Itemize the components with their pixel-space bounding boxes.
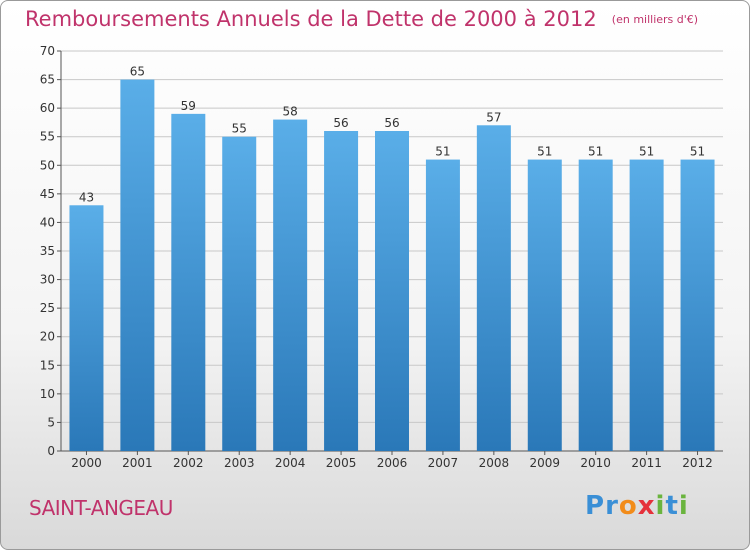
y-tick-label: 15 — [40, 358, 55, 372]
logo-letter: i — [678, 491, 689, 521]
x-tick-label-2010: 2010 — [580, 456, 611, 470]
y-tick-label: 60 — [40, 101, 55, 115]
data-label-2007: 51 — [435, 145, 450, 159]
x-tick-label-2005: 2005 — [326, 456, 357, 470]
bar-2000 — [69, 205, 104, 451]
y-tick-label: 35 — [40, 244, 55, 258]
bar-2003 — [222, 136, 257, 451]
x-tick-label-2000: 2000 — [71, 456, 102, 470]
data-label-2012: 51 — [690, 145, 705, 159]
logo-letter: r — [605, 491, 619, 521]
data-label-2005: 56 — [333, 116, 348, 130]
bar-2010 — [578, 159, 613, 452]
bar-2001 — [120, 79, 155, 452]
data-label-2000: 43 — [79, 190, 94, 204]
logo-letter: P — [585, 491, 606, 521]
data-label-2008: 57 — [486, 110, 501, 124]
y-tick-label: 0 — [47, 444, 55, 458]
chart-title: Remboursements Annuels de la Dette de 20… — [25, 7, 698, 31]
y-tick-label: 20 — [40, 330, 55, 344]
x-tick-label-2007: 2007 — [428, 456, 459, 470]
chart-unit-note: (en milliers d'€) — [611, 13, 699, 26]
bar-2002 — [171, 113, 206, 451]
y-tick-label: 55 — [40, 130, 55, 144]
tick-labels: 0 5 10 15 20 25 30 35 40 45 50 55 60 65 70 2000 2001 2002… — [40, 44, 713, 470]
data-label-2003: 55 — [232, 122, 247, 136]
bar-2012 — [680, 159, 715, 452]
data-label-2006: 56 — [384, 116, 399, 130]
data-label-2001: 65 — [130, 65, 145, 79]
bars — [69, 79, 715, 452]
logo-letter: x — [637, 491, 656, 521]
x-tick-label-2002: 2002 — [173, 456, 204, 470]
y-tick-label: 30 — [40, 273, 55, 287]
data-label-2009: 51 — [537, 145, 552, 159]
y-tick-label: 25 — [40, 301, 55, 315]
x-tick-label-2004: 2004 — [275, 456, 306, 470]
x-tick-label-2001: 2001 — [122, 456, 153, 470]
x-tick-label-2003: 2003 — [224, 456, 255, 470]
x-tick-label-2009: 2009 — [529, 456, 560, 470]
logo-letter: t — [665, 491, 679, 521]
data-label-2010: 51 — [588, 145, 603, 159]
bar-2009 — [527, 159, 562, 452]
bar-2007 — [425, 159, 460, 452]
bar-2004 — [273, 119, 308, 452]
y-tick-label: 10 — [40, 387, 55, 401]
data-labels: 43 65 59 55 58 56 56 51 57 51 51 51 51 — [79, 65, 705, 205]
data-label-2004: 58 — [283, 105, 298, 119]
logo-letter: o — [618, 491, 638, 521]
bar-2008 — [476, 125, 511, 452]
x-tick-label-2006: 2006 — [377, 456, 408, 470]
logo-letter: i — [655, 491, 666, 521]
y-tick-label: 65 — [40, 73, 55, 87]
chart-title-text: Remboursements Annuels de la Dette de 20… — [25, 7, 597, 31]
data-label-2002: 59 — [181, 99, 196, 113]
y-tick-label: 5 — [47, 415, 55, 429]
y-tick-label: 70 — [40, 44, 55, 58]
x-tick-label-2008: 2008 — [479, 456, 510, 470]
x-tick-label-2011: 2011 — [631, 456, 662, 470]
place-name: SAINT-ANGEAU — [29, 496, 173, 520]
data-label-2011: 51 — [639, 145, 654, 159]
bar-2011 — [629, 159, 664, 452]
y-tick-label: 45 — [40, 187, 55, 201]
bar-2006 — [375, 131, 409, 451]
y-tick-label: 50 — [40, 158, 55, 172]
proxiti-logo: Proxiti — [585, 491, 689, 521]
x-tick-label-2012: 2012 — [682, 456, 713, 470]
y-tick-label: 40 — [40, 215, 55, 229]
bar-2005 — [324, 131, 359, 451]
